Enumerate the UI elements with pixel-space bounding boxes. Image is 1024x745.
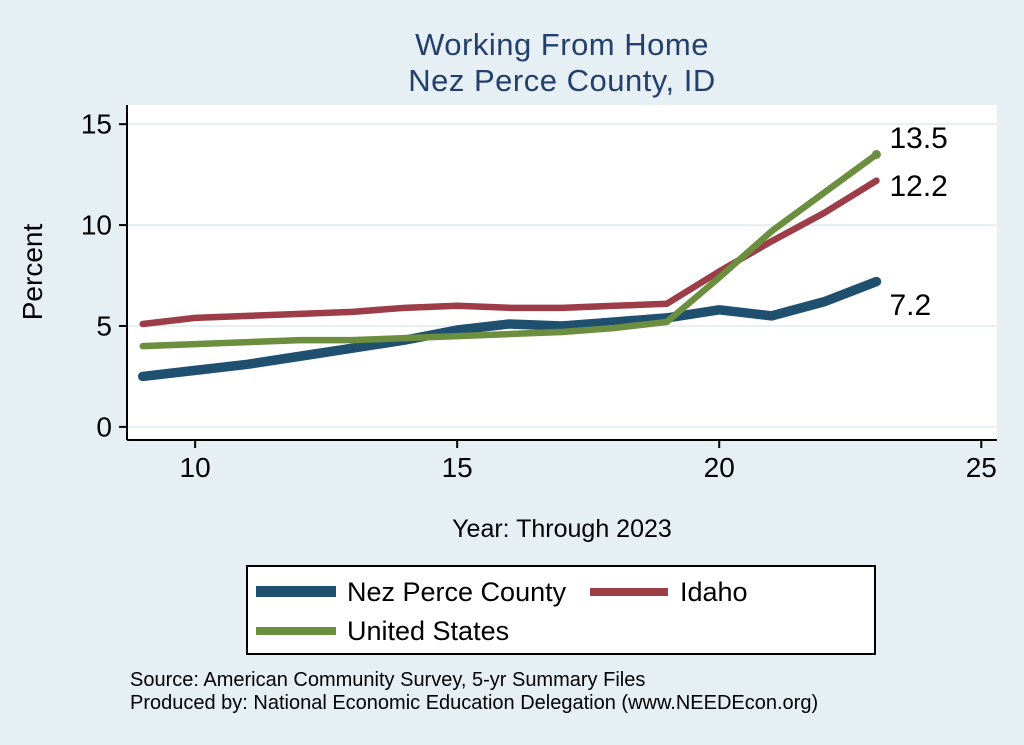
series-line-united-states [139, 151, 880, 350]
chart-title: Working From Home Nez Perce County, ID [127, 27, 997, 99]
legend-label-idaho: Idaho [680, 577, 748, 607]
end-label-idaho: 12.2 [889, 170, 947, 203]
produced-by-note: Produced by: National Economic Education… [130, 692, 819, 714]
legend-label-nez-perce-county: Nez Perce County [347, 577, 567, 607]
chart-title-line1: Working From Home [415, 27, 709, 62]
y-tick-label-5: 5 [96, 310, 112, 341]
chart-title-line2: Nez Perce County, ID [408, 63, 716, 98]
footnotes: Source: American Community Survey, 5-yr … [130, 669, 818, 715]
y-tick-label-0: 0 [96, 411, 112, 442]
source-note: Source: American Community Survey, 5-yr … [130, 669, 646, 691]
x-tick-label-20: 20 [704, 452, 735, 483]
x-tick-label-10: 10 [180, 452, 211, 483]
series-end-marker-united-states [871, 149, 881, 159]
legend-swatch-nez-perce-county [256, 586, 336, 597]
legend: Nez Perce County Idaho United States [246, 565, 876, 655]
series-line-idaho [139, 177, 880, 328]
x-tick-label-15: 15 [442, 452, 473, 483]
legend-swatch-idaho [590, 588, 668, 596]
legend-label-united-states: United States [347, 616, 510, 646]
end-label-united-states: 13.5 [889, 122, 947, 155]
series-line-nez-perce-county [137, 276, 882, 382]
x-tick-label-25: 25 [966, 452, 997, 483]
legend-swatch-united-states [256, 627, 336, 635]
y-tick-label-15: 15 [81, 109, 112, 140]
y-axis-title: Percent [17, 224, 48, 321]
x-axis-title: Year: Through 2023 [452, 515, 672, 543]
end-label-nez-perce-county: 7.2 [889, 289, 931, 322]
y-tick-label-10: 10 [81, 210, 112, 241]
plot-background [127, 105, 997, 440]
